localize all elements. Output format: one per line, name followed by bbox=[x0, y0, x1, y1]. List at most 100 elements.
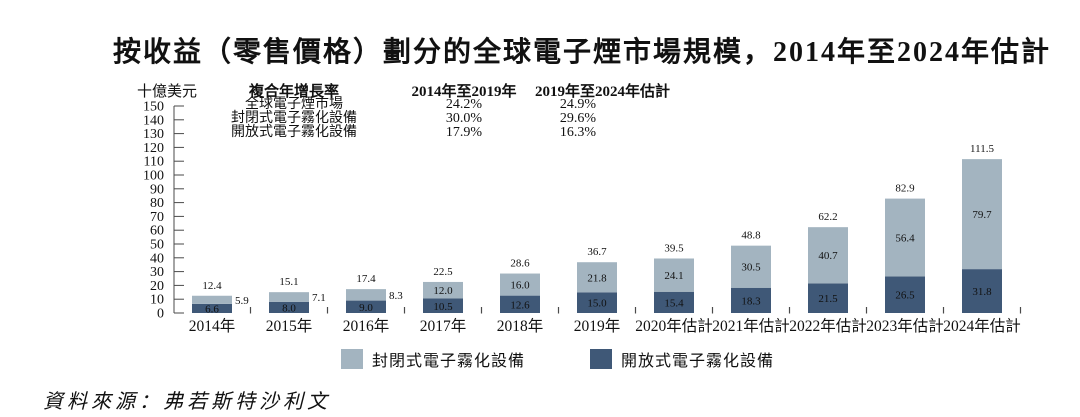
y-axis-tick-label: 10 bbox=[150, 293, 164, 308]
y-axis-tick-label: 0 bbox=[157, 307, 164, 322]
y-axis-tick-label: 30 bbox=[150, 265, 164, 280]
y-axis-tick-label: 110 bbox=[144, 155, 164, 170]
bar-segment-label-closed: 5.9 bbox=[235, 295, 249, 307]
bar-segment-label-open: 31.8 bbox=[972, 286, 992, 298]
bar-segment-closed bbox=[346, 289, 386, 301]
y-axis-tick-label: 20 bbox=[150, 279, 164, 294]
bar-total-label: 22.5 bbox=[433, 266, 453, 278]
cagr-value-2019-2024: 29.6% bbox=[559, 111, 597, 126]
bar-segment-closed bbox=[731, 245, 771, 288]
legend-swatch-icon bbox=[341, 349, 363, 369]
bar-total-label: 62.2 bbox=[818, 211, 837, 223]
bar-segment-label-open: 6.6 bbox=[205, 303, 219, 315]
bar-segment-label-closed: 8.3 bbox=[389, 290, 403, 302]
cagr-value-2014-2019: 24.2% bbox=[445, 97, 483, 112]
cagr-row-label: 開放式電子霧化設備 bbox=[231, 125, 357, 140]
cagr-row-label: 封閉式電子霧化設備 bbox=[231, 111, 357, 126]
bar-segment-open bbox=[808, 283, 848, 313]
source-note: 資料來源：弗若斯特沙利文 bbox=[43, 391, 331, 413]
category-label: 2016年 bbox=[343, 317, 390, 335]
cagr-table: 複合年增長率 2014年至2019年 2019年至2024年估計 全球電子煙市場 24.… bbox=[0, 80, 1080, 144]
bar-segment-closed bbox=[885, 198, 925, 277]
bar-segment-label-open: 15.0 bbox=[587, 298, 607, 310]
legend-label: 封閉式電子霧化設備 bbox=[372, 353, 526, 370]
bar-segment-open bbox=[577, 292, 617, 313]
bar-segment-label-open: 12.6 bbox=[510, 299, 530, 311]
y-axis-tick-label: 100 bbox=[143, 169, 164, 184]
y-axis-tick-label: 80 bbox=[150, 196, 164, 211]
chart-title: 按收益（零售價格）劃分的全球電子煙市場規模，2014年至2024年估計 bbox=[112, 37, 1051, 68]
bar-total-label: 39.5 bbox=[664, 242, 684, 254]
bar-segment-closed bbox=[269, 292, 309, 302]
bar-segment-label-closed: 79.7 bbox=[972, 209, 992, 221]
bar-segment-closed bbox=[192, 295, 232, 304]
bar-segment-open bbox=[885, 276, 925, 313]
bar-segment-closed bbox=[423, 281, 463, 299]
category-label: 2014年 bbox=[189, 317, 236, 335]
category-label: 2020年估計 bbox=[635, 317, 713, 335]
y-axis-tick-label: 50 bbox=[150, 238, 164, 253]
category-label: 2024年估計 bbox=[943, 317, 1021, 335]
bar-segment-label-open: 26.5 bbox=[895, 290, 915, 302]
legend-label: 開放式電子霧化設備 bbox=[621, 353, 775, 370]
bar-segment-open bbox=[269, 301, 309, 313]
bar-segment-label-open: 8.0 bbox=[282, 302, 296, 314]
bar-segment-label-closed: 12.0 bbox=[433, 285, 453, 297]
category-label: 2015年 bbox=[266, 317, 313, 335]
bar-segment-open bbox=[500, 295, 540, 313]
y-axis-tick-label: 140 bbox=[143, 113, 164, 128]
bar-segment-closed bbox=[500, 273, 540, 296]
category-label: 2023年估計 bbox=[866, 317, 944, 335]
bar-total-label: 17.4 bbox=[356, 273, 376, 285]
y-axis-tick-label: 150 bbox=[143, 100, 164, 115]
cagr-header-2019-2024: 2019年至2024年估計 bbox=[535, 84, 671, 100]
bar-segment-closed bbox=[808, 227, 848, 284]
bar-segment-label-closed: 24.1 bbox=[664, 270, 683, 282]
bar-segment-label-closed: 21.8 bbox=[587, 272, 607, 284]
cagr-row-label: 全球電子煙市場 bbox=[245, 97, 343, 112]
bar-segment-open bbox=[192, 303, 232, 313]
cagr-header-2014-2019: 2014年至2019年 bbox=[411, 84, 517, 100]
y-axis-tick-label: 40 bbox=[150, 251, 164, 266]
bar-segment-open bbox=[962, 269, 1002, 313]
bar-segment-label-open: 10.5 bbox=[433, 301, 453, 313]
bar-segment-label-closed: 56.4 bbox=[895, 233, 915, 245]
bar-segment-label-open: 18.3 bbox=[741, 295, 761, 307]
cagr-value-2019-2024: 16.3% bbox=[559, 125, 597, 140]
y-axis-tick-label: 60 bbox=[150, 224, 164, 239]
y-axis-tick-label: 130 bbox=[143, 127, 164, 142]
bar-total-label: 12.4 bbox=[202, 280, 222, 292]
cagr-value-2014-2019: 17.9% bbox=[445, 125, 483, 140]
bar-segment-label-open: 21.5 bbox=[818, 293, 838, 305]
legend-item: 開放式電子霧化設備 bbox=[590, 347, 774, 371]
bar-segment-closed bbox=[577, 262, 617, 293]
cagr-value-2014-2019: 30.0% bbox=[445, 111, 483, 126]
category-label: 2017年 bbox=[420, 317, 467, 335]
bar-segment-label-closed: 40.7 bbox=[818, 250, 838, 262]
cagr-value-2019-2024: 24.9% bbox=[559, 97, 597, 112]
bar-segment-label-closed: 16.0 bbox=[510, 280, 530, 292]
bar-segment-open bbox=[346, 300, 386, 313]
legend: 封閉式電子霧化設備 開放式電子霧化設備 bbox=[0, 347, 1080, 371]
y-axis-tick-label: 70 bbox=[150, 210, 164, 225]
bar-segment-closed bbox=[962, 159, 1002, 270]
bar-segment-label-open: 15.4 bbox=[664, 297, 684, 309]
category-label: 2019年 bbox=[574, 317, 621, 335]
bar-total-label: 48.8 bbox=[741, 230, 761, 242]
category-label: 2022年估計 bbox=[789, 317, 867, 335]
bar-total-label: 111.5 bbox=[970, 143, 994, 155]
bar-segment-open bbox=[423, 298, 463, 313]
bar-total-label: 36.7 bbox=[587, 246, 607, 258]
y-axis-tick-label: 90 bbox=[150, 182, 164, 197]
bar-segment-open bbox=[654, 291, 694, 313]
y-axis-tick-label: 120 bbox=[143, 141, 164, 156]
category-label: 2021年估計 bbox=[712, 317, 790, 335]
bar-total-label: 82.9 bbox=[895, 183, 915, 195]
legend-swatch-icon bbox=[590, 349, 612, 369]
bar-segment-open bbox=[731, 287, 771, 313]
bar-segment-label-closed: 30.5 bbox=[741, 262, 761, 274]
bar-segment-label-closed: 7.1 bbox=[312, 292, 326, 304]
y-axis-unit-label: 十億美元 bbox=[137, 84, 198, 100]
